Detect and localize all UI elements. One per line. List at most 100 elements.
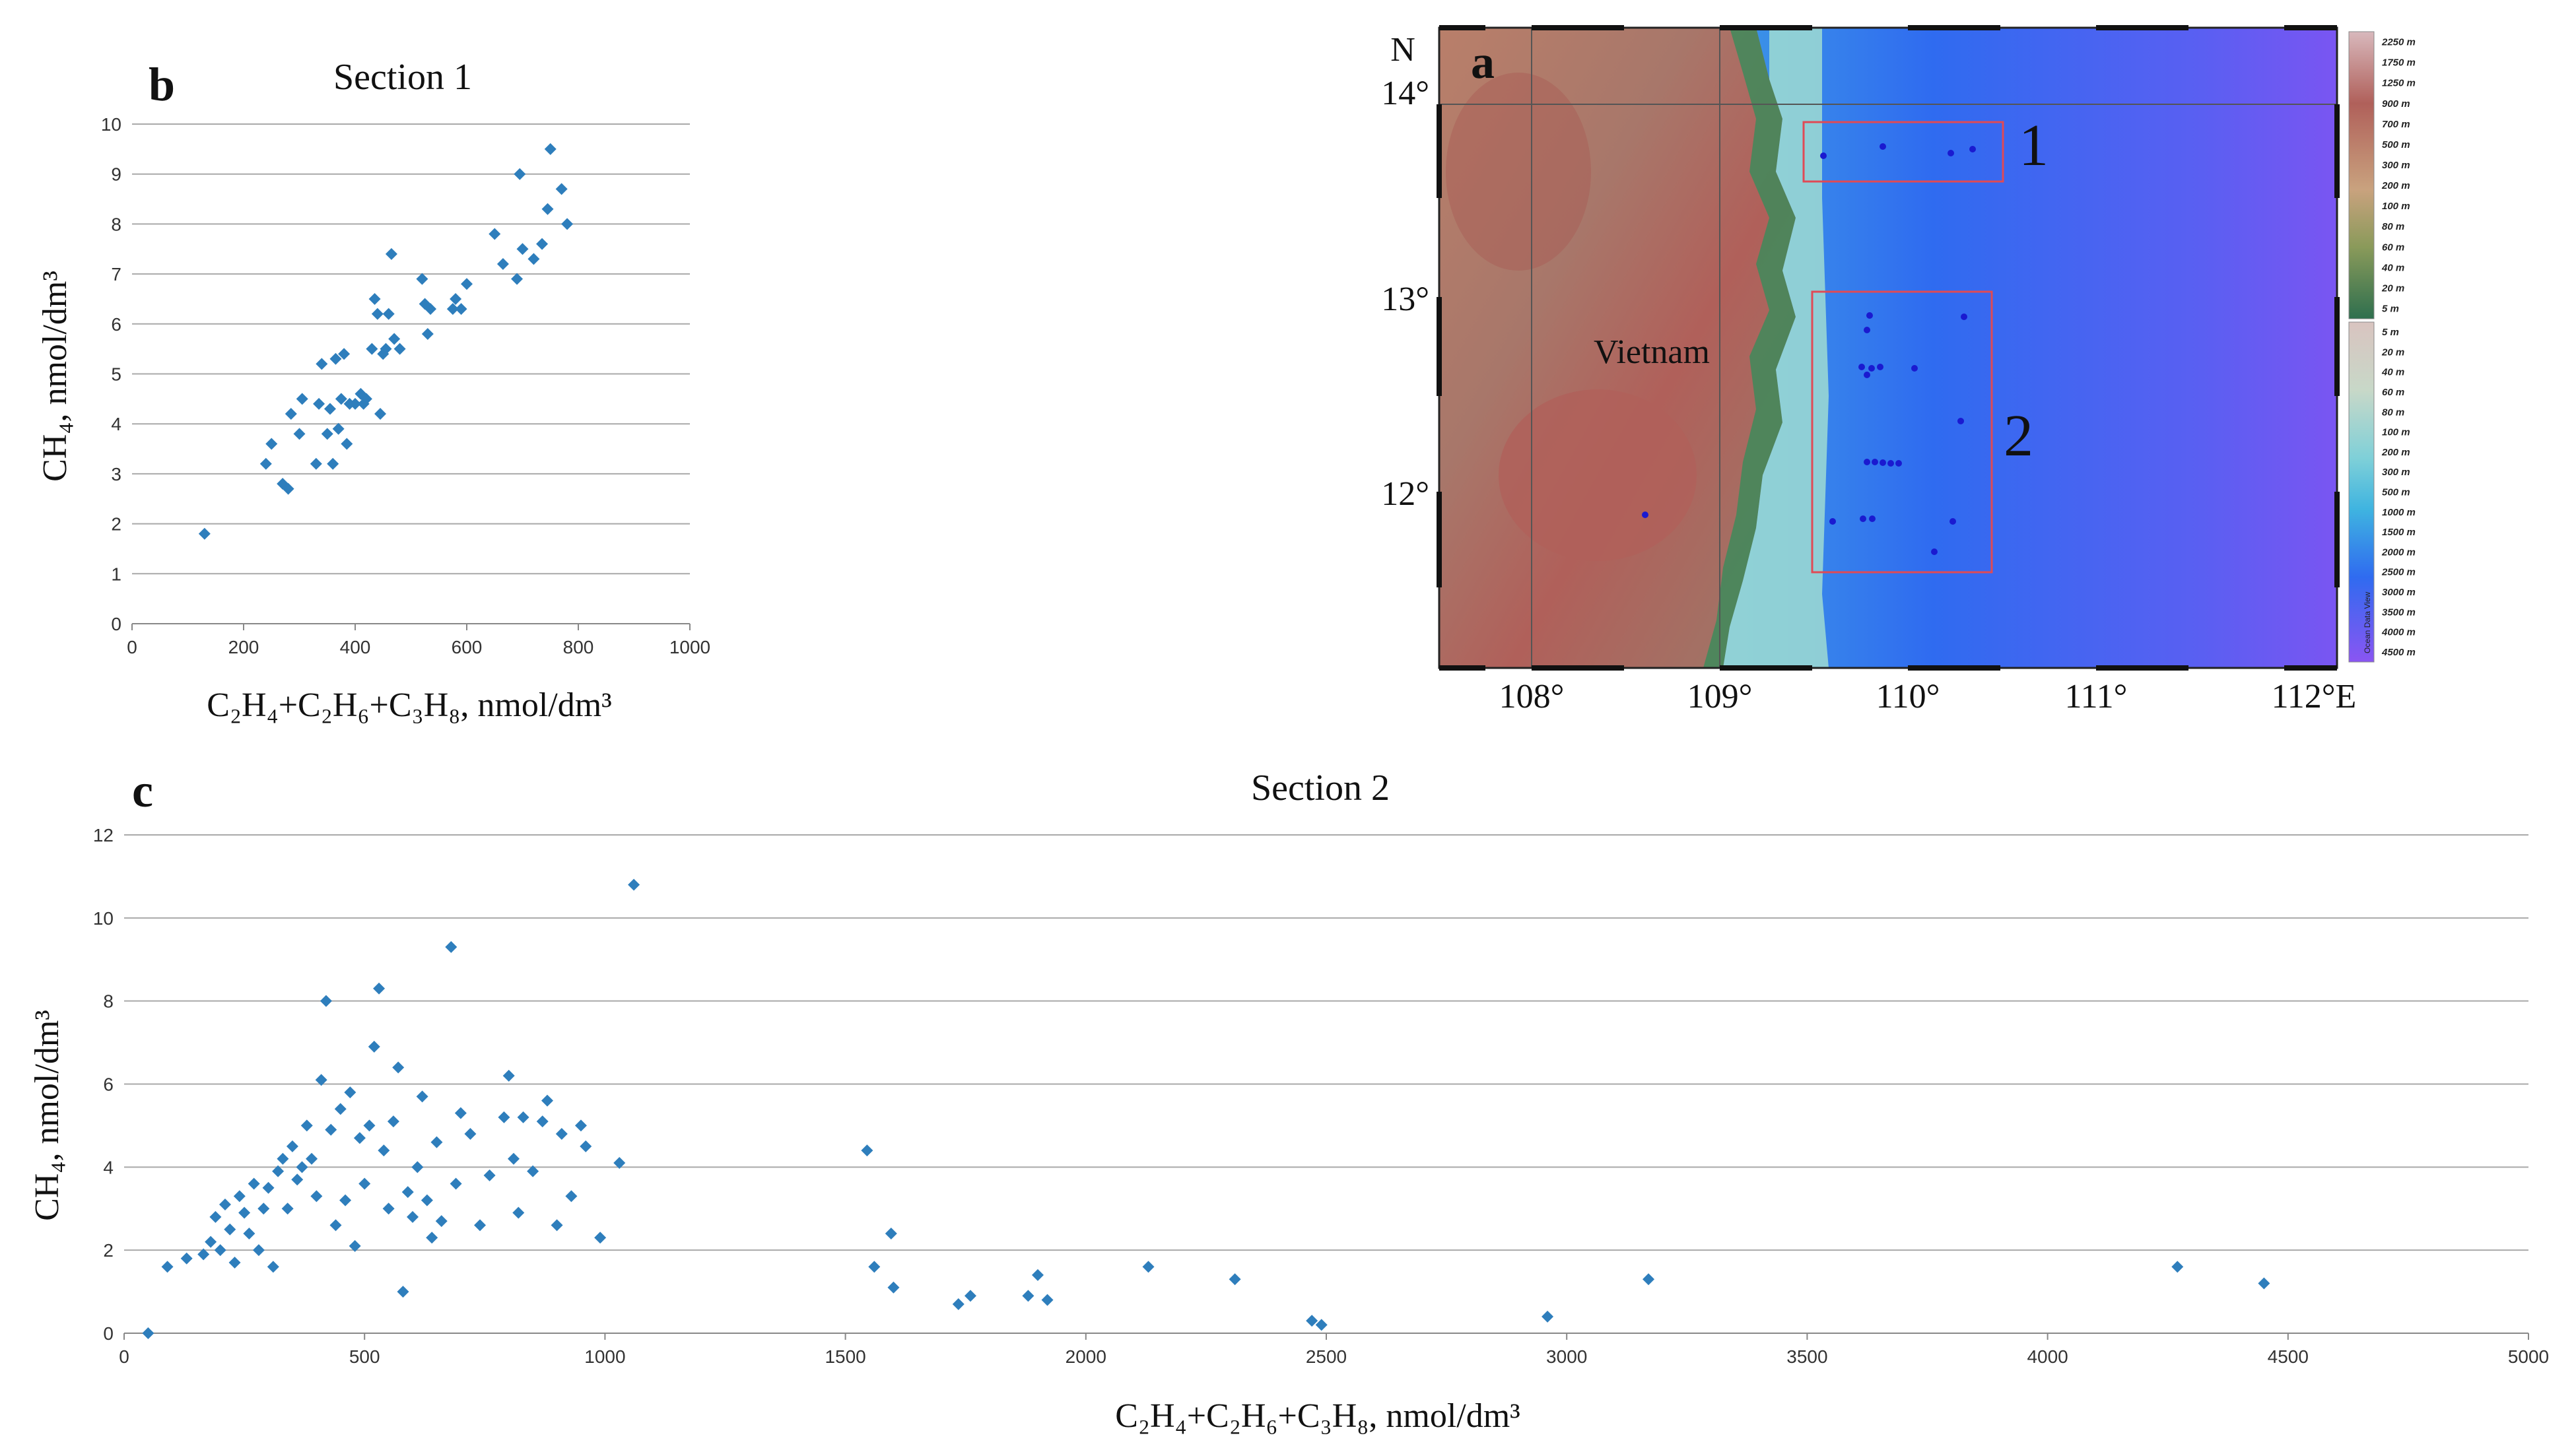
lon-label-110: 110° [1876, 678, 1940, 715]
chart-c-data-point [238, 1206, 251, 1219]
chart-c-data-point [310, 1190, 323, 1203]
country-label: Vietnam [1594, 333, 1710, 371]
chart-c-data-point [272, 1165, 285, 1177]
section2-scatter-chart: c Section 2 0 2 4 6 8 10 12 0 500 1000 1500 2000 25… [28, 764, 2549, 1435]
colorbar-label: 80 m [2382, 407, 2404, 418]
lon-label-111: 111° [2065, 678, 2128, 715]
colorbar-label: 4000 m [2381, 627, 2416, 638]
chart-c-data-point [508, 1152, 520, 1165]
chart-c-xtick-label: 0 [119, 1346, 129, 1367]
chart-b-xtick-label: 1000 [669, 637, 710, 657]
colorbar-sea [2348, 321, 2375, 663]
chart-b-ytick-label: 4 [111, 414, 121, 434]
chart-b-data-point [321, 428, 333, 440]
chart-c-data-point [142, 1327, 154, 1339]
chart-b-data-point [496, 257, 509, 270]
chart-c-data-point [536, 1115, 549, 1128]
chart-c-ytick-label: 12 [93, 825, 114, 845]
chart-b-data-point [341, 438, 353, 450]
chart-b-data-point [541, 203, 554, 215]
chart-c-data-point [306, 1152, 318, 1165]
chart-c-data-point [1022, 1290, 1034, 1302]
chart-c-data-point [411, 1161, 424, 1173]
chart-c-data-point [1031, 1269, 1044, 1281]
chart-b-ytick-label: 2 [111, 514, 121, 535]
chart-c-data-point [320, 995, 332, 1007]
colorbar-label: 200 m [2381, 447, 2410, 458]
map-panel: a N Vietnam 1 2 14° 13° 12° 108° 109° 11… [1381, 25, 2416, 715]
chart-c-data-point [1041, 1294, 1054, 1306]
chart-c-data-point [498, 1111, 510, 1123]
colorbar-label: 300 m [2382, 467, 2410, 478]
chart-c-data-point [252, 1244, 265, 1257]
chart-c-data-point [180, 1252, 193, 1265]
chart-c-data-point [382, 1203, 395, 1215]
chart-c-data-point [445, 940, 458, 953]
chart-c-data-point [219, 1198, 231, 1210]
chart-c-xtick-label: 4000 [2027, 1346, 2068, 1367]
colorbar-land [2348, 31, 2375, 319]
lat-label-13: 13° [1381, 280, 1429, 318]
chart-b-xtick-label: 600 [452, 637, 483, 657]
chart-c-data-point [161, 1261, 174, 1273]
chart-c-data-point [205, 1236, 217, 1248]
chart-b-ytick-label: 8 [111, 214, 121, 234]
chart-c-data-point [397, 1286, 409, 1298]
lat-label-14: 14° [1381, 75, 1429, 112]
chart-b-data-point [332, 422, 345, 435]
chart-c-data-point [368, 1040, 380, 1053]
chart-c-data-point [407, 1210, 419, 1223]
chart-b-data-point [265, 438, 278, 450]
colorbar-credit: Ocean Data View [2363, 592, 2372, 653]
map-frame-ticks [1437, 25, 2340, 671]
chart-b-ytick-label: 9 [111, 164, 121, 185]
chart-b-data-point [327, 457, 339, 470]
chart-c-data-point [483, 1169, 496, 1181]
chart-b-data-point [544, 143, 557, 155]
chart-c-data-point [243, 1228, 255, 1239]
chart-c-data-point [233, 1190, 246, 1203]
chart-c-data-point [512, 1206, 525, 1219]
chart-c-xtick-label: 1500 [825, 1346, 865, 1367]
chart-c-data-point [517, 1111, 529, 1123]
chart-b-data-point [446, 303, 459, 315]
chart-c-data-point [613, 1157, 626, 1170]
chart-c-data-point [392, 1061, 405, 1074]
chart-b-data-point [516, 243, 529, 255]
chart-c-xtick-label: 500 [349, 1346, 380, 1367]
chart-c-data-point [286, 1140, 298, 1152]
chart-c-data-point [248, 1177, 260, 1190]
colorbar-label: 2250 m [2381, 37, 2416, 48]
chart-c-data-point [2171, 1261, 2184, 1273]
chart-c-data-point [952, 1298, 965, 1310]
chart-c-data-point [450, 1177, 462, 1190]
chart-b-data-point [527, 253, 540, 265]
chart-c-data-point [887, 1281, 900, 1294]
chart-c-data-point [1142, 1261, 1155, 1273]
chart-b-data-point [514, 168, 526, 180]
chart-c-data-point [349, 1239, 361, 1252]
lon-label-112: 112°E [2272, 678, 2357, 715]
chart-c-data-point [300, 1119, 313, 1132]
chart-b-data-point [313, 397, 325, 410]
colorbar-label: 2000 m [2381, 546, 2416, 558]
chart-c-xtick-label: 3000 [1546, 1346, 1587, 1367]
chart-c-data-point [315, 1074, 327, 1086]
chart-c-data-point [353, 1132, 366, 1144]
chart-c-ytick-label: 6 [103, 1074, 114, 1095]
chart-b-data-point [323, 403, 336, 415]
colorbar-label: 1500 m [2382, 527, 2416, 538]
box-1-label: 1 [2019, 113, 2049, 178]
chart-c-data-point [344, 1086, 356, 1099]
chart-b-ytick-label: 3 [111, 464, 121, 484]
chart-c-data-point [527, 1165, 539, 1177]
chart-c-data-point [426, 1232, 438, 1244]
chart-c-title: Section 2 [1251, 768, 1390, 808]
chart-c-data-point [580, 1140, 592, 1152]
chart-b-data-point [416, 273, 428, 285]
chart-c-data-point [551, 1219, 563, 1232]
chart-c-data-point [1542, 1310, 1554, 1323]
chart-c-data-point [257, 1203, 270, 1215]
chart-c-data-point [454, 1107, 467, 1119]
